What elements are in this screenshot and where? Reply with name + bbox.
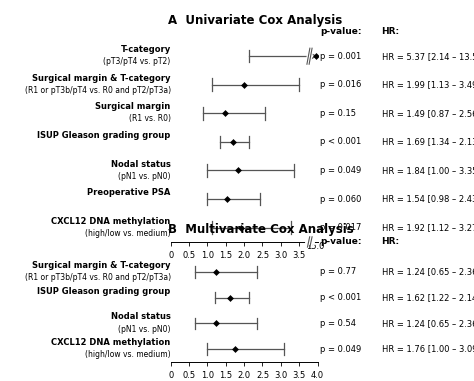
Text: HR = 1.24 [0.65 – 2.36]: HR = 1.24 [0.65 – 2.36] <box>382 267 474 277</box>
Text: Nodal status: Nodal status <box>111 312 171 322</box>
Text: (pT3/pT4 vs. pT2): (pT3/pT4 vs. pT2) <box>103 57 171 66</box>
Text: Surgical margin: Surgical margin <box>95 102 171 111</box>
Text: (high/low vs. medium): (high/low vs. medium) <box>85 229 171 238</box>
Text: B  Multivariate Cox Analysis: B Multivariate Cox Analysis <box>168 223 354 236</box>
Text: HR:: HR: <box>382 27 400 36</box>
Text: HR = 1.69 [1.34 – 2.13]: HR = 1.69 [1.34 – 2.13] <box>382 138 474 146</box>
Text: HR:: HR: <box>382 237 400 246</box>
Text: p = 0.049: p = 0.049 <box>320 166 361 175</box>
Text: Surgical margin & T-category: Surgical margin & T-category <box>32 261 171 270</box>
Text: CXCL12 DNA methylation: CXCL12 DNA methylation <box>51 338 171 347</box>
Text: HR = 1.54 [0.98 – 2.43]: HR = 1.54 [0.98 – 2.43] <box>382 195 474 203</box>
Text: ISUP Gleason grading group: ISUP Gleason grading group <box>37 287 171 296</box>
Text: 15.0: 15.0 <box>307 242 325 251</box>
Text: Surgical margin & T-category: Surgical margin & T-category <box>32 74 171 83</box>
Text: T-category: T-category <box>120 45 171 54</box>
Text: HR = 1.62 [1.22 – 2.14]: HR = 1.62 [1.22 – 2.14] <box>382 293 474 302</box>
Text: (R1 or pT3b/pT4 vs. R0 and pT2/pT3a): (R1 or pT3b/pT4 vs. R0 and pT2/pT3a) <box>25 86 171 95</box>
Text: HR = 1.99 [1.13 – 3.49]: HR = 1.99 [1.13 – 3.49] <box>382 80 474 89</box>
Text: p = 0.15: p = 0.15 <box>320 109 356 118</box>
Text: p = 0.017: p = 0.017 <box>320 223 361 232</box>
Text: A  Univariate Cox Analysis: A Univariate Cox Analysis <box>168 14 343 27</box>
Text: Nodal status: Nodal status <box>111 160 171 168</box>
Text: (pN1 vs. pN0): (pN1 vs. pN0) <box>118 325 171 333</box>
Text: CXCL12 DNA methylation: CXCL12 DNA methylation <box>51 217 171 226</box>
Text: p-value:: p-value: <box>320 27 362 36</box>
Text: (high/low vs. medium): (high/low vs. medium) <box>85 350 171 359</box>
Text: (R1 or pT3b/pT4 vs. R0 and pT2/pT3a): (R1 or pT3b/pT4 vs. R0 and pT2/pT3a) <box>25 273 171 282</box>
Text: p = 0.54: p = 0.54 <box>320 319 356 328</box>
Text: p = 0.060: p = 0.060 <box>320 195 361 203</box>
Text: HR = 1.24 [0.65 – 2.36]: HR = 1.24 [0.65 – 2.36] <box>382 319 474 328</box>
Text: p-value:: p-value: <box>320 237 362 246</box>
Text: HR = 1.49 [0.87 – 2.56]: HR = 1.49 [0.87 – 2.56] <box>382 109 474 118</box>
Text: p = 0.016: p = 0.016 <box>320 80 361 89</box>
Text: HR = 5.37 [2.14 – 13.5]: HR = 5.37 [2.14 – 13.5] <box>382 52 474 61</box>
Text: p = 0.77: p = 0.77 <box>320 267 356 277</box>
Text: HR = 1.76 [1.00 – 3.09]: HR = 1.76 [1.00 – 3.09] <box>382 344 474 354</box>
Text: HR = 1.92 [1.12 – 3.27]: HR = 1.92 [1.12 – 3.27] <box>382 223 474 232</box>
Text: p < 0.001: p < 0.001 <box>320 293 361 302</box>
Text: p = 0.001: p = 0.001 <box>320 52 361 61</box>
Text: HR = 1.84 [1.00 – 3.35]: HR = 1.84 [1.00 – 3.35] <box>382 166 474 175</box>
Text: p < 0.001: p < 0.001 <box>320 138 361 146</box>
Text: (R1 vs. R0): (R1 vs. R0) <box>128 114 171 123</box>
Text: (pN1 vs. pN0): (pN1 vs. pN0) <box>118 171 171 181</box>
Text: p = 0.049: p = 0.049 <box>320 344 361 354</box>
Text: Preoperative PSA: Preoperative PSA <box>87 188 171 197</box>
Text: ISUP Gleason grading group: ISUP Gleason grading group <box>37 131 171 140</box>
